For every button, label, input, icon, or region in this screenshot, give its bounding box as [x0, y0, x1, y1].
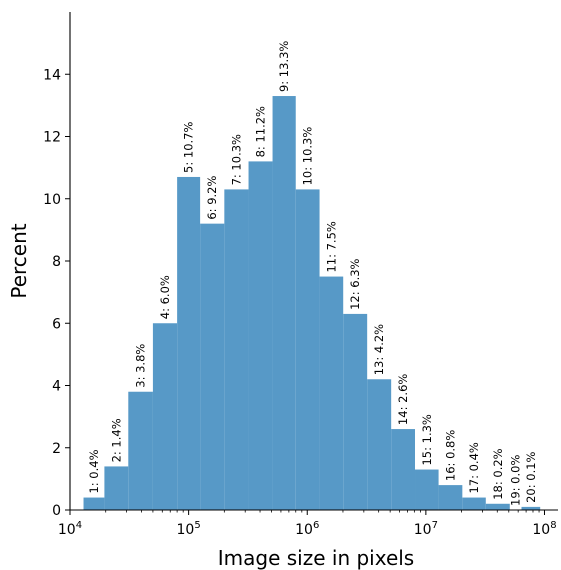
x-ticks-layer: 104 105 106 107 108 — [58, 510, 557, 538]
bar-5 — [177, 176, 201, 510]
bar-label-12: 12: 6.3% — [348, 258, 362, 309]
y-tick-label: 12 — [43, 130, 61, 146]
y-tick-label: 0 — [52, 503, 61, 519]
bar-label-3: 3: 3.8% — [134, 344, 148, 388]
y-tick-label: 8 — [52, 254, 61, 270]
bar-label-14: 14: 2.6% — [396, 374, 410, 425]
x-tick-label: 105 — [177, 520, 201, 538]
bar-label-9: 9: 13.3% — [277, 41, 291, 92]
bar-label-20: 20: 0.1% — [524, 451, 538, 502]
bar-label-10: 10: 10.3% — [301, 127, 315, 186]
bar-17 — [462, 497, 486, 510]
x-tick-label: 106 — [295, 520, 319, 538]
y-ticks-layer: 0 2 4 6 8 10 12 14 — [43, 67, 70, 519]
bar-18 — [485, 503, 510, 510]
bar-7 — [224, 189, 249, 510]
bar-6 — [200, 223, 225, 510]
bar-2 — [104, 466, 129, 510]
y-tick-label: 2 — [52, 441, 61, 457]
x-axis-title: Image size in pixels — [218, 546, 414, 570]
bar-label-16: 16: 0.8% — [443, 430, 457, 481]
y-tick-label: 6 — [52, 316, 61, 332]
y-tick-label: 14 — [43, 67, 61, 83]
bar-label-8: 8: 11.2% — [254, 106, 268, 157]
bar-1 — [83, 497, 105, 510]
bar-11 — [319, 276, 344, 510]
bar-14 — [391, 429, 415, 510]
bar-label-18: 18: 0.2% — [491, 448, 505, 499]
bar-label-15: 15: 1.3% — [420, 414, 434, 465]
bar-16 — [438, 485, 463, 510]
bar-labels-layer: 1: 0.4% 2: 1.4% 3: 3.8% 4: 6.0% 5: 10.7% 6: 9… — [87, 41, 538, 506]
bar-label-17: 17: 0.4% — [467, 442, 481, 493]
bar-13 — [367, 379, 392, 510]
bar-label-11: 11: 7.5% — [324, 221, 338, 272]
x-tick-label: 104 — [58, 520, 82, 538]
bar-label-19: 19: 0.0% — [509, 455, 523, 506]
bars-layer — [83, 96, 541, 510]
bar-label-6: 6: 9.2% — [205, 176, 219, 220]
bar-label-13: 13: 4.2% — [372, 324, 386, 375]
y-tick-label: 4 — [52, 379, 61, 395]
y-tick-label: 10 — [43, 192, 61, 208]
bar-10 — [295, 189, 320, 510]
x-tick-label: 108 — [532, 520, 556, 538]
y-axis-title: Percent — [7, 223, 31, 298]
bar-20 — [521, 506, 541, 510]
bar-9 — [272, 96, 296, 510]
bar-8 — [248, 161, 273, 510]
bar-label-2: 2: 1.4% — [109, 418, 123, 462]
bar-12 — [343, 313, 368, 510]
bar-3 — [128, 391, 153, 510]
x-tick-label: 107 — [414, 520, 438, 538]
bar-label-5: 5: 10.7% — [182, 122, 196, 173]
bar-4 — [152, 323, 178, 510]
bar-label-4: 4: 6.0% — [158, 275, 172, 319]
bar-label-1: 1: 0.4% — [87, 449, 101, 493]
bar-label-7: 7: 10.3% — [229, 134, 243, 185]
bar-15 — [415, 469, 439, 510]
